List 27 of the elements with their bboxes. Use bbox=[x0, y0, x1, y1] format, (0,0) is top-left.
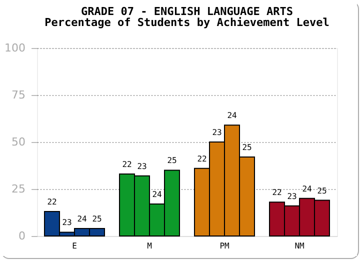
y-tick-label: 75 bbox=[12, 88, 26, 102]
x-tick-label: NM bbox=[294, 242, 304, 250]
text: 24 bbox=[152, 190, 162, 200]
x-tick-label: PM bbox=[220, 242, 230, 250]
y-tick-label: 0 bbox=[18, 230, 26, 242]
chart-subtitle: Percentage of Students by Achievement Level bbox=[44, 16, 330, 29]
y-tick-label: 25 bbox=[12, 182, 26, 196]
text: 24 bbox=[227, 111, 237, 120]
text: 24 bbox=[302, 184, 312, 194]
text: 25 bbox=[317, 186, 327, 196]
text: 25 bbox=[167, 156, 177, 166]
y-tick-label: 50 bbox=[12, 136, 26, 148]
series-label: 22 bbox=[47, 198, 57, 207]
text: 23 bbox=[287, 192, 297, 201]
series-label: 23 bbox=[62, 218, 72, 228]
text: 25 bbox=[242, 143, 252, 152]
text: 23 bbox=[137, 162, 147, 171]
y-tick-label: 100 bbox=[4, 42, 26, 54]
chart-title: GRADE 07 - ENGLISH LANGUAGE ARTS bbox=[81, 5, 293, 18]
series-label: 24 bbox=[77, 214, 87, 224]
series-label: 25 bbox=[92, 214, 102, 224]
text: 22 bbox=[122, 160, 132, 169]
x-tick-label: E bbox=[72, 242, 78, 250]
text: 22 bbox=[197, 154, 207, 164]
text: 22 bbox=[272, 188, 282, 198]
text: 23 bbox=[212, 128, 222, 137]
x-tick-label: M bbox=[147, 242, 152, 250]
